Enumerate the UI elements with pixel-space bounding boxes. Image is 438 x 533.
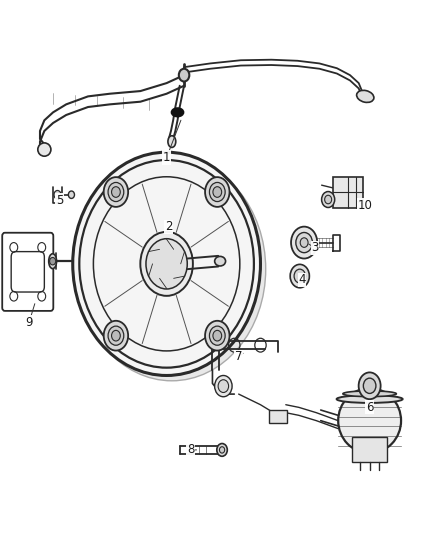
Circle shape (108, 326, 124, 345)
Text: 6: 6 (366, 401, 373, 414)
Circle shape (213, 187, 222, 197)
Circle shape (179, 69, 189, 82)
Ellipse shape (357, 90, 374, 102)
Circle shape (300, 238, 308, 247)
Circle shape (325, 195, 332, 204)
Circle shape (108, 182, 124, 201)
Circle shape (359, 373, 381, 399)
Circle shape (112, 330, 120, 341)
Ellipse shape (338, 388, 401, 453)
Ellipse shape (78, 158, 266, 381)
Text: 1: 1 (163, 151, 170, 164)
Text: 2: 2 (165, 220, 173, 233)
Ellipse shape (49, 254, 57, 269)
Ellipse shape (172, 109, 183, 116)
Ellipse shape (73, 152, 261, 375)
Circle shape (219, 447, 225, 453)
Text: 4: 4 (298, 273, 306, 286)
Polygon shape (332, 177, 363, 208)
Circle shape (364, 378, 376, 393)
Ellipse shape (343, 391, 396, 397)
Circle shape (296, 232, 312, 253)
Ellipse shape (337, 395, 403, 403)
Circle shape (321, 191, 335, 207)
Ellipse shape (215, 256, 226, 266)
Circle shape (213, 330, 222, 341)
Text: 5: 5 (56, 193, 64, 207)
Circle shape (205, 321, 230, 351)
Ellipse shape (38, 143, 51, 156)
Circle shape (209, 182, 225, 201)
Ellipse shape (68, 191, 74, 198)
Bar (352, 437, 387, 463)
Circle shape (291, 227, 317, 259)
Text: 9: 9 (25, 316, 33, 329)
Text: 8: 8 (187, 443, 194, 456)
Circle shape (218, 379, 229, 392)
Circle shape (104, 321, 128, 351)
Circle shape (215, 375, 232, 397)
Text: 3: 3 (311, 241, 319, 254)
Circle shape (112, 187, 120, 197)
Ellipse shape (168, 136, 176, 148)
Circle shape (209, 326, 225, 345)
Circle shape (217, 443, 227, 456)
Circle shape (205, 177, 230, 207)
Circle shape (290, 264, 309, 288)
Circle shape (140, 232, 193, 296)
Circle shape (146, 239, 187, 289)
Circle shape (49, 257, 56, 265)
Circle shape (104, 177, 128, 207)
Text: 7: 7 (235, 350, 242, 364)
Text: 10: 10 (358, 199, 373, 212)
Circle shape (294, 269, 305, 283)
Circle shape (54, 190, 61, 199)
Bar (269, 410, 287, 423)
